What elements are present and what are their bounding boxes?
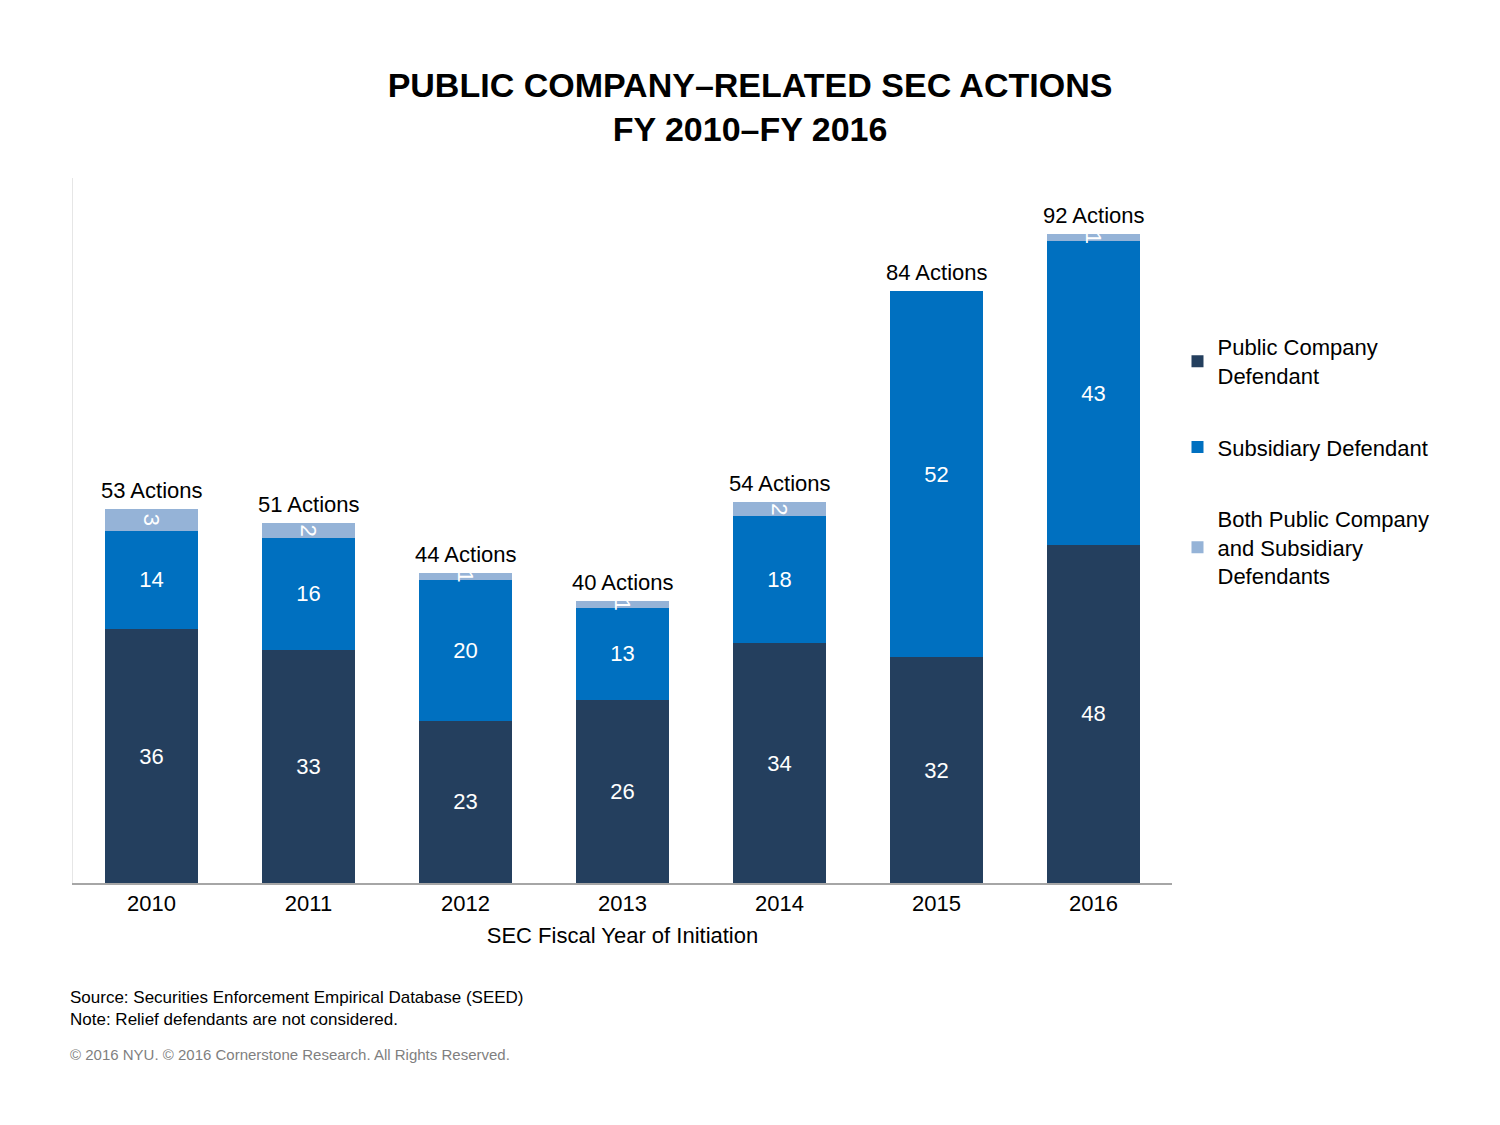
svg-text:2013: 2013 [598, 891, 647, 916]
svg-text:92 Actions: 92 Actions [1043, 203, 1145, 228]
svg-text:48: 48 [1081, 701, 1105, 726]
svg-text:2: 2 [296, 524, 321, 536]
svg-text:14: 14 [139, 567, 163, 592]
svg-text:2: 2 [767, 503, 792, 515]
svg-text:2010: 2010 [127, 891, 176, 916]
svg-text:SEC Fiscal Year of Initiation: SEC Fiscal Year of Initiation [487, 923, 758, 948]
svg-text:2011: 2011 [285, 891, 332, 916]
svg-text:84 Actions: 84 Actions [886, 260, 988, 285]
svg-text:20: 20 [453, 638, 477, 663]
svg-text:32: 32 [924, 758, 948, 783]
svg-text:36: 36 [139, 744, 163, 769]
svg-text:2015: 2015 [912, 891, 961, 916]
svg-text:Subsidiary Defendant: Subsidiary Defendant [1217, 436, 1427, 461]
svg-text:34: 34 [767, 751, 791, 776]
svg-text:1: 1 [1081, 232, 1106, 244]
svg-text:16: 16 [296, 581, 320, 606]
svg-text:Both Public Companyand Subsidi: Both Public Companyand SubsidiaryDefenda… [1217, 507, 1429, 589]
svg-text:44 Actions: 44 Actions [415, 542, 517, 567]
svg-text:PUBLIC COMPANY–RELATED SEC ACT: PUBLIC COMPANY–RELATED SEC ACTIONSFY 201… [388, 66, 1113, 148]
svg-text:23: 23 [453, 789, 477, 814]
svg-text:Public CompanyDefendant: Public CompanyDefendant [1217, 335, 1377, 389]
svg-text:1: 1 [610, 598, 635, 610]
svg-text:40 Actions: 40 Actions [572, 570, 674, 595]
svg-text:43: 43 [1081, 381, 1105, 406]
svg-text:Note: Relief defendants are no: Note: Relief defendants are not consider… [70, 1010, 398, 1029]
svg-text:© 2016 NYU. © 2016 Cornerstone: © 2016 NYU. © 2016 Cornerstone Research.… [70, 1046, 510, 1063]
svg-text:18: 18 [767, 567, 791, 592]
svg-text:3: 3 [139, 514, 164, 526]
svg-text:53 Actions: 53 Actions [101, 478, 203, 503]
svg-text:33: 33 [296, 754, 320, 779]
svg-text:1: 1 [453, 570, 478, 582]
svg-text:54 Actions: 54 Actions [729, 471, 831, 496]
svg-text:2014: 2014 [755, 891, 804, 916]
svg-text:2016: 2016 [1069, 891, 1118, 916]
svg-text:13: 13 [610, 641, 634, 666]
svg-text:26: 26 [610, 779, 634, 804]
svg-text:52: 52 [924, 462, 948, 487]
svg-text:Source: Securities Enforcement: Source: Securities Enforcement Empirical… [70, 988, 524, 1007]
svg-text:2012: 2012 [441, 891, 490, 916]
svg-text:51 Actions: 51 Actions [258, 492, 360, 517]
